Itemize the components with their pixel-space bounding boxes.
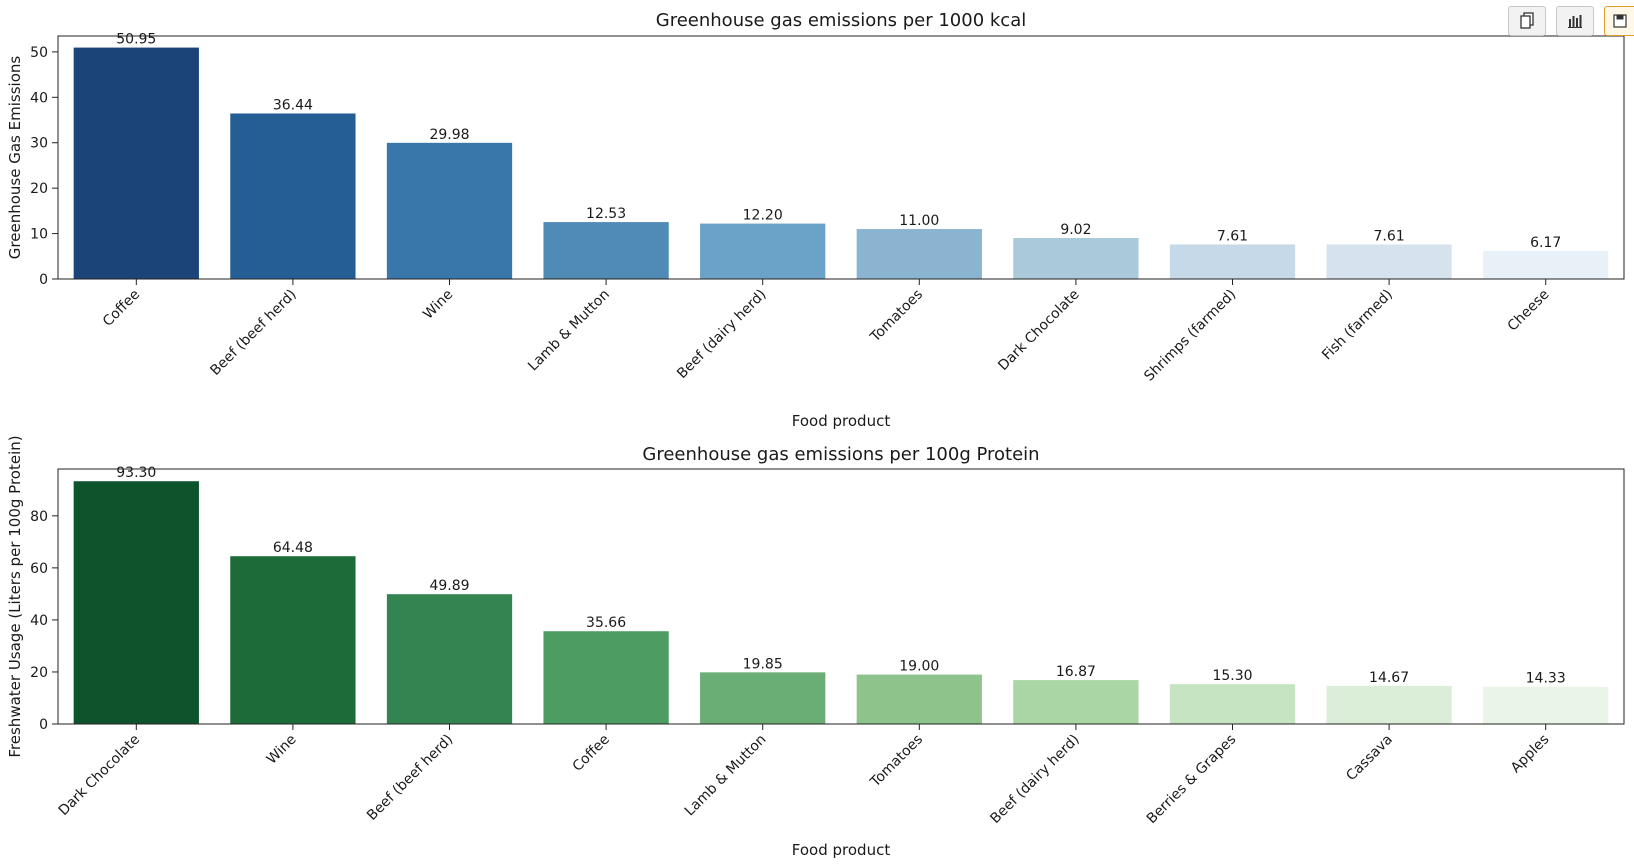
x-tick-label-fish-farmed: Fish (farmed) (1319, 287, 1396, 364)
x-tick-label-coffee: Coffee (100, 287, 143, 330)
bar-dark-chocolate (1013, 238, 1139, 279)
bar-dark-chocolate (73, 481, 199, 724)
show-chart-button[interactable] (1556, 6, 1594, 36)
x-tick-label-dark-chocolate: Dark Chocolate (995, 287, 1082, 374)
save-button[interactable] (1604, 6, 1634, 36)
bar-lamb-mutton (700, 672, 826, 724)
value-label-shrimps-farmed: 7.61 (1217, 228, 1248, 244)
figure-toolbar (1508, 6, 1634, 36)
value-label-wine: 29.98 (429, 127, 469, 143)
plot-frame (57, 468, 1625, 725)
x-tick-label-berries-grapes: Berries & Grapes (1144, 732, 1240, 828)
y-tick-label: 20 (30, 665, 48, 681)
value-label-tomatoes: 11.00 (899, 213, 939, 229)
x-tick-label-shrimps-farmed: Shrimps (farmed) (1141, 287, 1239, 385)
y-tick-label: 10 (30, 227, 48, 243)
bar-coffee (73, 47, 199, 279)
bar-coffee (543, 631, 669, 724)
copy-icon (1519, 12, 1535, 30)
value-label-dark-chocolate: 9.02 (1060, 222, 1091, 238)
x-tick-label-dark-chocolate: Dark Chocolate (56, 732, 143, 819)
x-tick-label-cassava: Cassava (1343, 732, 1396, 785)
x-tick-label-tomatoes: Tomatoes (867, 732, 926, 791)
bar-beef-dairy-herd (700, 223, 826, 279)
value-label-beef-dairy-herd: 12.20 (743, 208, 783, 224)
x-tick-label-beef-dairy-herd: Beef (dairy herd) (987, 732, 1082, 827)
value-label-apples: 14.33 (1526, 671, 1566, 687)
bar-beef-beef-herd (386, 594, 513, 724)
bar-lamb-mutton (543, 222, 669, 279)
x-tick-label-beef-dairy-herd: Beef (dairy herd) (674, 287, 769, 382)
value-label-coffee: 35.66 (586, 615, 626, 631)
x-tick-label-cheese: Cheese (1505, 287, 1553, 335)
x-axis-label: Food product (792, 841, 891, 859)
value-label-wine: 64.48 (273, 540, 313, 556)
chart-ghg-per-100g-protein: 93.30 64.48 49.89 35.66 19.85 19.00 16.87 15.30… (6, 435, 1625, 859)
y-tick-label: 30 (30, 136, 48, 152)
x-tick-label-coffee: Coffee (570, 732, 613, 775)
y-tick-label: 20 (30, 181, 48, 197)
value-label-dark-chocolate: 93.30 (116, 465, 156, 481)
bar-fish-farmed (1326, 244, 1452, 279)
save-icon (1612, 14, 1627, 28)
y-tick-label: 40 (30, 613, 48, 629)
bar-wine (386, 142, 513, 279)
bar-beef-beef-herd (230, 113, 356, 279)
chart-ghg-per-1000kcal: 50.95 36.44 29.98 12.53 12.20 11.00 9.02 7.61 7.… (6, 10, 1625, 430)
x-tick-label-apples: Apples (1508, 732, 1553, 777)
y-axis-label: Freshwater Usage (Liters per 100g Protei… (6, 435, 24, 757)
x-tick-label-beef-beef-herd: Beef (beef herd) (207, 287, 299, 379)
bar-apples (1483, 686, 1609, 724)
bar-cheese (1483, 250, 1609, 279)
plot-frame (57, 35, 1625, 280)
value-label-tomatoes: 19.00 (899, 659, 939, 675)
value-label-coffee: 50.95 (116, 32, 156, 48)
value-label-lamb-mutton: 12.53 (586, 206, 626, 222)
bar-tomatoes (856, 229, 982, 279)
bar-wine (230, 556, 356, 724)
x-tick-label-lamb-mutton: Lamb & Mutton (525, 287, 613, 375)
bar-shrimps-farmed (1169, 244, 1296, 279)
x-tick-label-wine: Wine (264, 732, 300, 768)
y-tick-label: 50 (30, 45, 48, 61)
y-axis-label: Greenhouse Gas Emissions (6, 56, 24, 260)
bar-cassava (1326, 685, 1452, 724)
value-label-beef-beef-herd: 36.44 (273, 97, 313, 113)
value-label-beef-beef-herd: 49.89 (429, 578, 469, 594)
x-tick-label-tomatoes: Tomatoes (867, 287, 926, 346)
y-tick-label: 40 (30, 90, 48, 106)
chart-title: Greenhouse gas emissions per 100g Protei… (642, 444, 1039, 465)
value-label-lamb-mutton: 19.85 (743, 656, 783, 672)
bar-tomatoes (856, 674, 982, 724)
bar-beef-dairy-herd (1013, 680, 1139, 724)
y-tick-label: 80 (30, 509, 48, 525)
value-label-cheese: 6.17 (1530, 235, 1561, 251)
chart-title: Greenhouse gas emissions per 1000 kcal (656, 10, 1026, 31)
bar-berries-grapes (1169, 684, 1296, 724)
x-tick-label-beef-beef-herd: Beef (beef herd) (364, 732, 456, 824)
y-tick-label: 60 (30, 561, 48, 577)
copy-button[interactable] (1508, 6, 1546, 36)
x-axis-label: Food product (792, 412, 891, 430)
bar-chart-icon (1567, 13, 1583, 29)
x-tick-label-wine: Wine (420, 287, 456, 323)
y-tick-label: 0 (39, 272, 48, 288)
value-label-cassava: 14.67 (1369, 670, 1409, 686)
value-label-fish-farmed: 7.61 (1374, 228, 1405, 244)
y-tick-label: 0 (39, 717, 48, 733)
x-tick-label-lamb-mutton: Lamb & Mutton (682, 732, 770, 820)
value-label-beef-dairy-herd: 16.87 (1056, 664, 1096, 680)
value-label-berries-grapes: 15.30 (1212, 668, 1252, 684)
